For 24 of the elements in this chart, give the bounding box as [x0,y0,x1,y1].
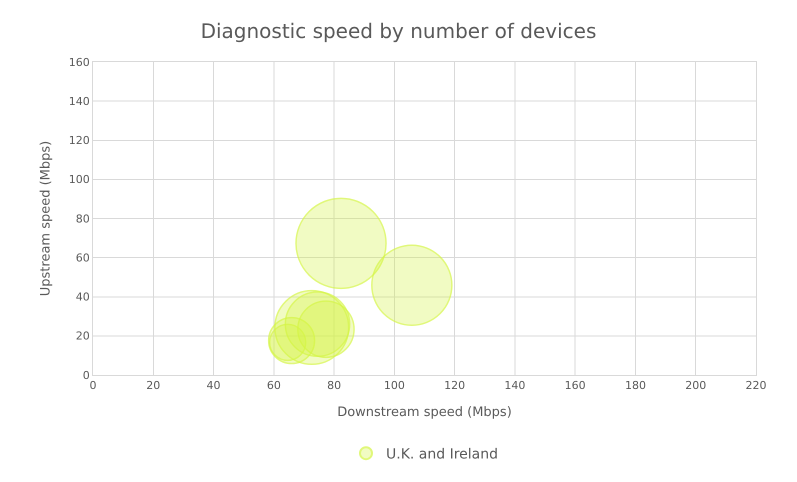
x-tick-label: 60 [266,379,281,392]
y-tick-label: 80 [76,212,90,226]
x-tick-label: 140 [504,379,526,392]
legend-label: U.K. and Ireland [386,446,498,463]
y-axis-title: Upstream speed (Mbps) [38,140,54,296]
y-tick-label: 100 [68,173,90,186]
x-tick-label: 160 [564,379,586,392]
y-tick-label: 20 [76,330,90,343]
chart-title: Diagnostic speed by number of devices [200,19,596,44]
x-tick-label: 180 [624,379,646,392]
y-tick-label: 140 [68,94,90,108]
x-axis-title: Downstream speed (Mbps) [337,404,512,420]
y-tick-label: 0 [82,368,90,382]
x-tick-label: 80 [327,379,342,392]
x-tick-label: 100 [384,379,405,392]
x-tick-label: 20 [146,379,160,392]
x-tick-label: 200 [685,379,706,392]
y-tick-label: 40 [76,290,90,304]
x-tick-label: 220 [746,379,766,392]
y-tick-label: 120 [68,134,90,148]
y-tick-label: 160 [68,56,90,69]
y-tick-label: 60 [76,251,90,264]
x-tick-label: 40 [206,379,221,392]
x-tick-label: 120 [444,379,466,392]
